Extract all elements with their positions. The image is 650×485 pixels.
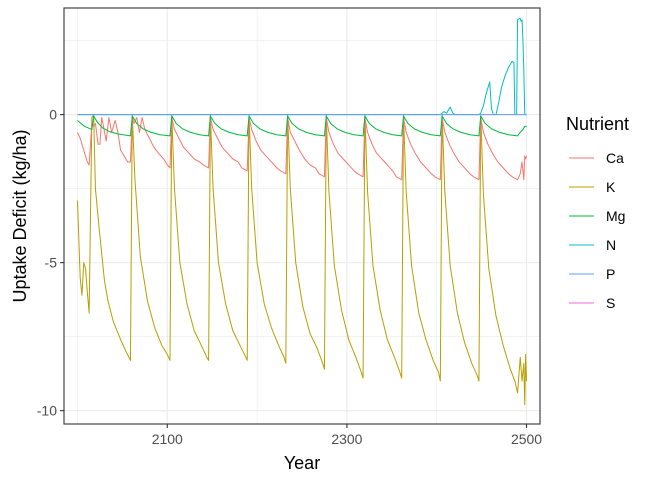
- legend-label-s: S: [606, 295, 615, 311]
- y-tick-label: 0: [49, 107, 57, 123]
- legend-label-k: K: [606, 179, 616, 195]
- y-tick-label: -10: [37, 403, 57, 419]
- legend-label-n: N: [606, 237, 616, 253]
- plot-panel: [64, 8, 540, 424]
- x-tick-label: 2300: [331, 431, 362, 447]
- plot-border: [63, 7, 541, 425]
- x-tick-label: 2100: [152, 431, 183, 447]
- legend: Nutrient Ca K Mg NPS: [566, 114, 629, 311]
- legend-label-p: P: [606, 266, 615, 282]
- series-layer: [76, 17, 528, 406]
- series-line-ca: [77, 117, 528, 181]
- axis-ticks: 2100 2300 2500 0 -5 -10: [37, 107, 543, 447]
- legend-keys: Ca K Mg NPS: [569, 150, 625, 311]
- x-axis-label: Year: [284, 453, 320, 473]
- legend-label-mg: Mg: [606, 208, 625, 224]
- legend-title: Nutrient: [566, 114, 629, 134]
- x-tick-label: 2500: [511, 431, 542, 447]
- series-line-mg: [77, 115, 527, 137]
- grid-minor: [64, 8, 540, 424]
- legend-label-ca: Ca: [606, 150, 624, 166]
- y-tick-label: -5: [45, 255, 58, 271]
- y-axis-label: Uptake Deficit (kg/ha): [10, 129, 30, 302]
